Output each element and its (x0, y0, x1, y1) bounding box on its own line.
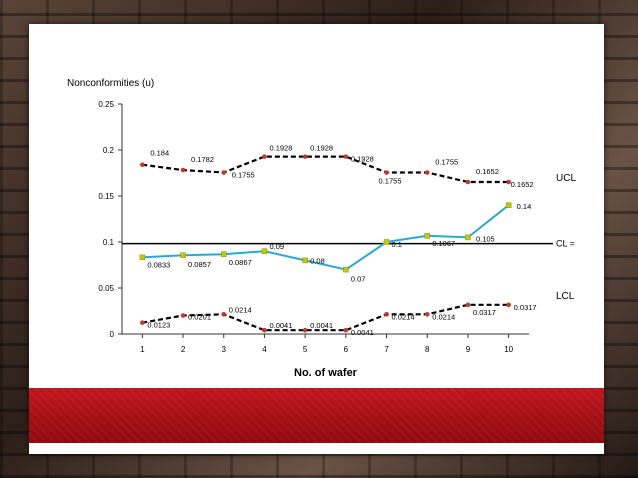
chart-container: Nonconformities (u) 0 0.05 0.1 0.15 0.2 0.25 1 2… (59, 46, 605, 381)
data-label: 0.0201 (188, 313, 211, 322)
y-tick-label: 0.15 (98, 192, 114, 201)
data-label: 0.105 (476, 234, 495, 243)
data-point (140, 162, 145, 168)
y-tick-label: 0.1 (103, 238, 115, 247)
data-label: 0.1782 (191, 155, 214, 164)
x-tick-label: 1 (140, 345, 145, 354)
data-label: 0.0317 (514, 303, 537, 312)
data-label: 0.1928 (310, 144, 333, 153)
series-line-0 (142, 155, 509, 184)
data-point (262, 327, 267, 333)
data-label: 0.1652 (511, 180, 534, 189)
data-point (384, 312, 389, 317)
data-point (505, 202, 512, 208)
data-label: 0.07 (351, 275, 366, 284)
data-point (302, 154, 308, 159)
data-point (221, 312, 227, 317)
y-tick-label: 0 (110, 330, 115, 339)
data-point (424, 312, 430, 317)
data-point (506, 179, 511, 185)
x-tick-label: 8 (425, 345, 430, 354)
x-axis-label: No. of wafer (294, 367, 358, 379)
data-label: 0.0041 (310, 321, 333, 330)
series-line-2 (142, 303, 509, 332)
x-tick-label: 6 (344, 345, 349, 354)
data-label: 0.0867 (229, 258, 252, 267)
lcl-label: LCL (556, 291, 575, 302)
y-tick-label: 0.05 (98, 284, 114, 293)
data-point (180, 167, 186, 173)
data-label: 0.0317 (473, 308, 496, 317)
data-label: 0.0214 (432, 312, 455, 321)
data-point (424, 170, 430, 175)
x-tick-label: 2 (181, 345, 186, 354)
control-chart: Nonconformities (u)00.050.10.150.20.251 2… (67, 78, 605, 379)
x-tick-label: 5 (303, 345, 308, 354)
data-point (302, 257, 308, 264)
data-point (506, 302, 511, 308)
data-point (343, 266, 349, 273)
data-label: 0.0857 (188, 260, 211, 269)
data-label: 0.0041 (269, 321, 292, 330)
data-point (384, 170, 389, 175)
data-point (343, 327, 349, 333)
slide-footer-band (29, 388, 604, 443)
data-point (262, 154, 267, 159)
data-label: 0.0123 (147, 321, 170, 330)
data-point (139, 254, 146, 261)
data-point (383, 239, 390, 245)
data-label: 0.1755 (232, 171, 255, 180)
y-tick-label: 0.25 (98, 100, 114, 109)
data-point (424, 233, 430, 239)
data-point (465, 234, 471, 241)
series-line-1 (142, 204, 510, 271)
data-point (465, 179, 471, 185)
data-label: 0.09 (269, 242, 284, 251)
center-line-label: CL = 0.0982 (556, 239, 577, 249)
x-tick-label: 4 (262, 345, 267, 354)
data-label: 0.0214 (392, 312, 415, 321)
data-point (261, 248, 268, 254)
x-tick-label: 7 (384, 345, 389, 354)
data-label: 0.0214 (229, 305, 252, 314)
x-tick-label: 9 (466, 345, 471, 354)
data-point (140, 320, 145, 325)
y-axis-label: Nonconformities (u) (67, 78, 154, 89)
data-point (180, 313, 186, 318)
data-label: 0.1928 (351, 155, 374, 164)
data-label: 0.0041 (351, 328, 374, 337)
data-label: 0.1652 (476, 167, 499, 176)
data-label: 0.0833 (147, 260, 170, 269)
data-label: 0.1 (392, 240, 402, 249)
data-label: 0.14 (517, 202, 532, 211)
data-point (302, 327, 308, 333)
x-tick-label: 10 (504, 345, 513, 354)
data-point (180, 252, 186, 258)
data-label: 0.184 (150, 149, 169, 158)
data-point (343, 154, 349, 159)
x-tick-label: 3 (222, 345, 227, 354)
data-label: 0.1755 (435, 158, 458, 167)
data-label: 0.1067 (432, 239, 455, 248)
data-label: 0.1755 (379, 177, 402, 186)
data-label: 0.08 (310, 256, 325, 265)
data-label: 0.1928 (269, 144, 292, 153)
y-tick-label: 0.2 (103, 146, 115, 155)
data-point (221, 251, 227, 257)
ucl-label: UCL (556, 173, 576, 184)
data-point (465, 302, 471, 308)
slide: Nonconformities (u) 0 0.05 0.1 0.15 0.2 0.25 1 2… (29, 24, 605, 454)
data-point (221, 170, 227, 175)
